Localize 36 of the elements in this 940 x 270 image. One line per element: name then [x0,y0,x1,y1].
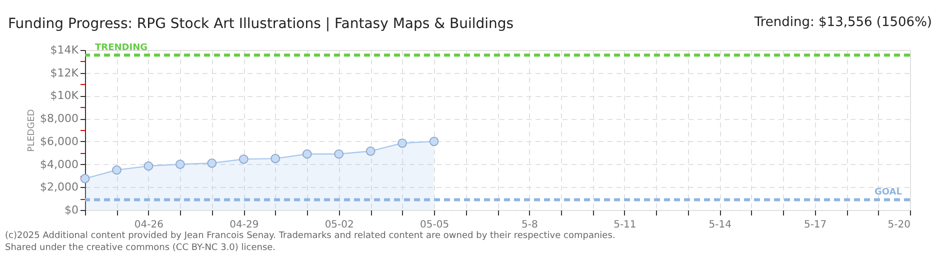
chart-title: Funding Progress: RPG Stock Art Illustrations | Fantasy Maps & Buildings [8,16,514,32]
ref-line-label: GOAL [874,188,902,198]
point [80,174,90,184]
y-tick-label: $10K [50,89,80,102]
point [398,138,407,148]
x-tick-label: 5-20 [888,220,910,230]
point [207,158,217,168]
point [144,161,154,171]
y-tick-label: $12K [50,66,80,80]
x-tick-label: 5-14 [708,220,732,230]
text: (c)2025 Additional content provided by Jean Francois Senay. Trademarks and related content are owned by their respective companies. [5,231,616,241]
text: Trending: $13,556 (1506%) [753,15,932,30]
point [238,154,248,164]
y-tick-label: $2,000 [40,180,78,194]
y-tick-label: $0 [64,204,78,216]
text: Shared under the creative commons (CC BY-NC 3.0) license. [5,243,276,253]
x-tick-label: 05-05 [420,220,450,230]
ref-line-label: TRENDING [95,43,148,54]
y-tick-label: $4,000 [40,158,78,171]
point [366,146,376,156]
y-tick-label: $8,000 [40,112,78,126]
x-tick-label: 5-8 [522,220,538,230]
point [270,154,280,164]
point [112,165,122,175]
x-tick-label: 04-26 [134,220,164,230]
x-tick-label: 05-02 [324,220,354,230]
x-tick-label: 5-11 [614,220,636,230]
point [176,160,185,169]
point [334,149,344,159]
point [302,149,312,159]
y-axis-title: PLEDGED [27,109,38,152]
x-tick-label: 5-17 [804,220,827,230]
y-tick-label: $6,000 [40,134,78,148]
y-tick-label: $14K [50,44,80,56]
point [429,136,439,146]
x-tick-label: 04-29 [230,220,259,230]
